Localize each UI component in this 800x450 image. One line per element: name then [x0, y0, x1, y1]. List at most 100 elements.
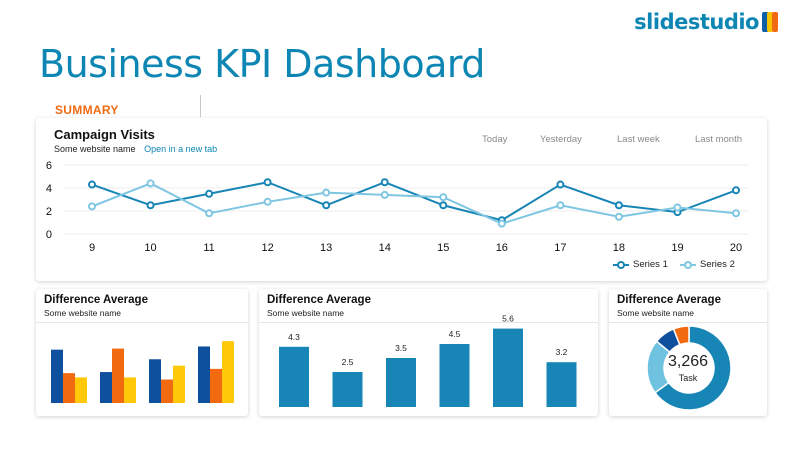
series-1-point: [263, 178, 272, 187]
card-title: Difference Average: [44, 294, 148, 306]
series-1-line: [91, 181, 737, 222]
bar: [386, 358, 416, 407]
card-divider: [36, 322, 248, 323]
series-1-point: [556, 180, 565, 189]
x-tick-label: 17: [554, 242, 566, 254]
grouped-bar-chart: [51, 341, 234, 403]
difference-average-card-2: Difference Average Some website name 4.3…: [259, 289, 598, 416]
x-tick-label: 12: [262, 242, 274, 254]
card-title: Difference Average: [617, 294, 721, 306]
bar-value-label: 3.2: [556, 347, 568, 357]
series-2-point: [556, 201, 565, 210]
series-1-point: [205, 189, 214, 198]
bar: [546, 362, 577, 407]
bar-value-label: 3.5: [395, 343, 407, 353]
website-name: Some website name: [54, 144, 136, 154]
legend-series-1: Series 1: [613, 259, 668, 270]
card-subtitle: Some website name: [617, 308, 695, 318]
series-1-point: [88, 180, 96, 189]
x-tick-label: 10: [144, 242, 156, 254]
card-divider: [609, 322, 767, 323]
brand-name: slidestudio: [634, 10, 759, 34]
bar: [222, 341, 234, 403]
bar-chart: 4.3 2.5 3.5 4.5 5.6 3.2: [279, 314, 577, 407]
tab-last-week[interactable]: Last week: [617, 134, 660, 145]
brand-logo: slidestudio: [634, 10, 778, 34]
donut-slice: [672, 325, 690, 346]
series-1-point: [439, 201, 448, 210]
tab-today[interactable]: Today: [482, 134, 508, 145]
bar-value-label: 4.3: [288, 332, 300, 342]
bar: [493, 328, 523, 407]
bar-value-label: 5.6: [502, 314, 514, 324]
series-2-marker-icon: [680, 260, 696, 269]
bar-value-label: 2.5: [342, 357, 354, 367]
card-subtitle: Some website name: [44, 308, 122, 318]
donut-chart: [646, 325, 732, 411]
series-1-point: [614, 201, 623, 210]
campaign-visits-card: Campaign Visits Some website name Open i…: [36, 118, 767, 281]
section-label: SUMMARY: [55, 103, 119, 117]
donut-slice: [653, 325, 732, 411]
open-new-tab-link[interactable]: Open in a new tab: [144, 144, 218, 154]
legend-label: Series 2: [700, 259, 735, 270]
series-1-marker-icon: [613, 260, 629, 269]
series-2-point: [146, 179, 155, 188]
legend-series-2: Series 2: [680, 259, 735, 270]
y-tick-label: 2: [46, 206, 52, 218]
bar: [173, 365, 185, 403]
series-2-point: [88, 202, 96, 211]
card-divider: [259, 322, 598, 323]
x-tick-label: 19: [671, 242, 683, 254]
header-divider: [200, 95, 201, 117]
x-tick-label: 18: [613, 242, 625, 254]
page-title: Business KPI Dashboard: [39, 42, 485, 86]
bar-value-label: 4.5: [449, 329, 461, 339]
series-2-point: [205, 209, 214, 218]
card-title: Campaign Visits: [54, 127, 155, 142]
series-2-point: [673, 203, 682, 212]
x-tick-label: 16: [496, 242, 508, 254]
series-1-point: [380, 178, 389, 187]
series-2-point: [322, 188, 331, 197]
bar: [124, 377, 136, 403]
bar: [149, 359, 161, 403]
bar: [279, 346, 309, 407]
bar: [51, 349, 63, 403]
donut-center-label: Task: [678, 373, 698, 383]
donut-center-value: 3,266: [667, 353, 709, 370]
bar: [161, 379, 173, 403]
series-2-point: [380, 190, 389, 199]
difference-average-card-3: Difference Average Some website name 3,2…: [609, 289, 767, 416]
x-tick-label: 20: [730, 242, 742, 254]
bar: [332, 372, 363, 407]
x-tick-label: 13: [320, 242, 332, 254]
series-2-point: [263, 197, 272, 206]
difference-average-card-1: Difference Average Some website name: [36, 289, 248, 416]
x-tick-label: 11: [203, 242, 214, 254]
tab-last-month[interactable]: Last month: [695, 134, 742, 145]
bar: [198, 346, 210, 403]
legend-label: Series 1: [633, 259, 668, 270]
bar: [75, 377, 87, 403]
y-tick-label: 0: [46, 229, 52, 241]
y-tick-label: 4: [46, 183, 52, 195]
card-title: Difference Average: [267, 294, 371, 306]
card-subtitle: Some website name Open in a new tab: [54, 144, 217, 154]
bar: [210, 368, 222, 403]
series-2-line: [91, 182, 737, 225]
series-2-point: [732, 209, 740, 218]
series-1-point: [146, 201, 155, 210]
series-1-point: [322, 201, 331, 210]
series-2-point: [497, 219, 506, 228]
tab-yesterday[interactable]: Yesterday: [540, 134, 582, 145]
bar: [63, 373, 75, 403]
series-2-point: [439, 193, 448, 202]
series-1-point: [732, 186, 740, 195]
x-tick-label: 15: [437, 242, 449, 254]
bar: [100, 372, 112, 403]
brand-mark-icon: [762, 12, 778, 32]
card-subtitle: Some website name: [267, 308, 345, 318]
x-tick-label: 14: [379, 242, 391, 254]
bar: [439, 344, 470, 407]
